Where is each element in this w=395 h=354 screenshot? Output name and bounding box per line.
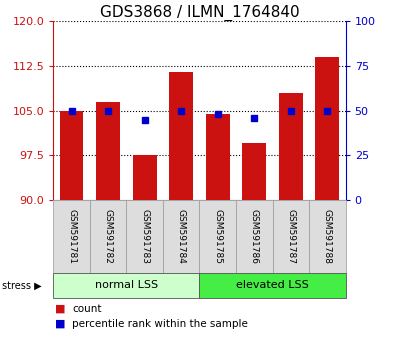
Text: elevated LSS: elevated LSS [236,280,309,290]
Text: count: count [72,304,102,314]
Text: GSM591782: GSM591782 [103,209,113,264]
Bar [133,155,156,200]
Text: normal LSS: normal LSS [95,280,158,290]
Bar [206,114,229,200]
Text: GSM591783: GSM591783 [140,209,149,264]
Bar [243,143,266,200]
Text: GSM591788: GSM591788 [323,209,332,264]
Text: GSM591781: GSM591781 [67,209,76,264]
Text: GSM591785: GSM591785 [213,209,222,264]
Text: GSM591784: GSM591784 [177,209,186,264]
Title: GDS3868 / ILMN_1764840: GDS3868 / ILMN_1764840 [100,5,299,21]
Bar [316,57,339,200]
Text: GSM591786: GSM591786 [250,209,259,264]
Bar [96,102,120,200]
Text: ■: ■ [55,304,66,314]
Bar [279,93,303,200]
Bar [60,110,83,200]
Text: ■: ■ [55,319,66,329]
Text: stress ▶: stress ▶ [2,280,41,290]
Text: percentile rank within the sample: percentile rank within the sample [72,319,248,329]
Bar [169,72,193,200]
Text: GSM591787: GSM591787 [286,209,295,264]
